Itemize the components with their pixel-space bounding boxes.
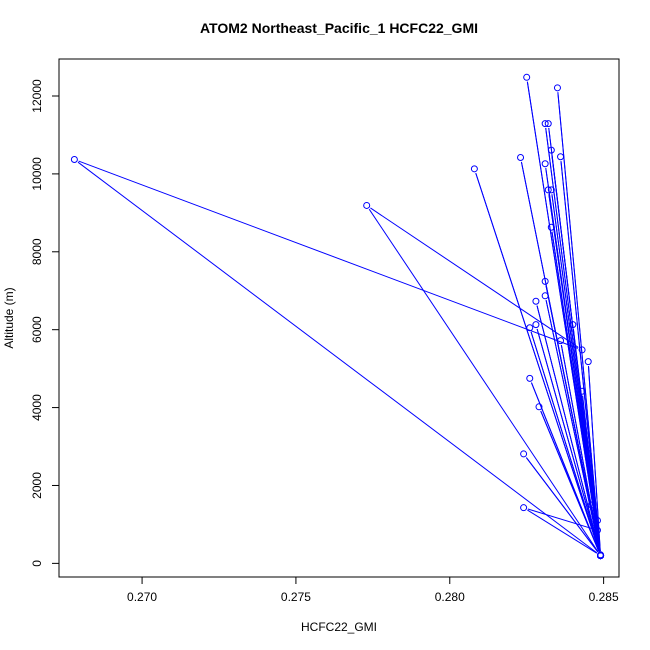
x-tick-label: 0.285	[589, 590, 619, 604]
y-tick-label: 10000	[30, 157, 44, 191]
data-point	[71, 156, 77, 162]
data-point	[471, 166, 477, 172]
chart-title: ATOM2 Northeast_Pacific_1 HCFC22_GMI	[200, 20, 478, 36]
x-tick-label: 0.270	[127, 590, 157, 604]
data-point	[558, 154, 564, 160]
series-segment	[78, 162, 597, 553]
series-segment	[521, 162, 599, 551]
y-tick-label: 6000	[30, 316, 44, 343]
data-point	[542, 161, 548, 167]
x-tick-label: 0.275	[281, 590, 311, 604]
y-tick-label: 2000	[30, 472, 44, 499]
data-point	[521, 505, 527, 511]
series-segment	[370, 208, 578, 347]
plot-area: 0.270 0.275 0.280 0.285 0 2000 4000 6000 8000 100…	[30, 59, 619, 604]
x-tick-label: 0.280	[435, 590, 465, 604]
y-tick-label: 12000	[30, 79, 44, 113]
y-tick-label: 4000	[30, 394, 44, 421]
y-axis-label: Altitude (m)	[2, 287, 16, 348]
data-point	[533, 322, 539, 328]
data-point	[554, 85, 560, 91]
data-point	[524, 74, 530, 80]
data-point	[585, 359, 591, 365]
y-tick-label: 0	[30, 560, 44, 567]
data-point	[518, 155, 524, 161]
series-segment	[527, 510, 596, 553]
data-point	[527, 375, 533, 381]
series-segment	[476, 173, 599, 551]
data-point	[542, 293, 548, 299]
y-tick-label: 8000	[30, 238, 44, 265]
data-point	[533, 298, 539, 304]
data-point	[364, 202, 370, 208]
series-segment	[79, 161, 578, 348]
x-axis-label: HCFC22_GMI	[301, 620, 377, 634]
data-point	[521, 451, 527, 457]
